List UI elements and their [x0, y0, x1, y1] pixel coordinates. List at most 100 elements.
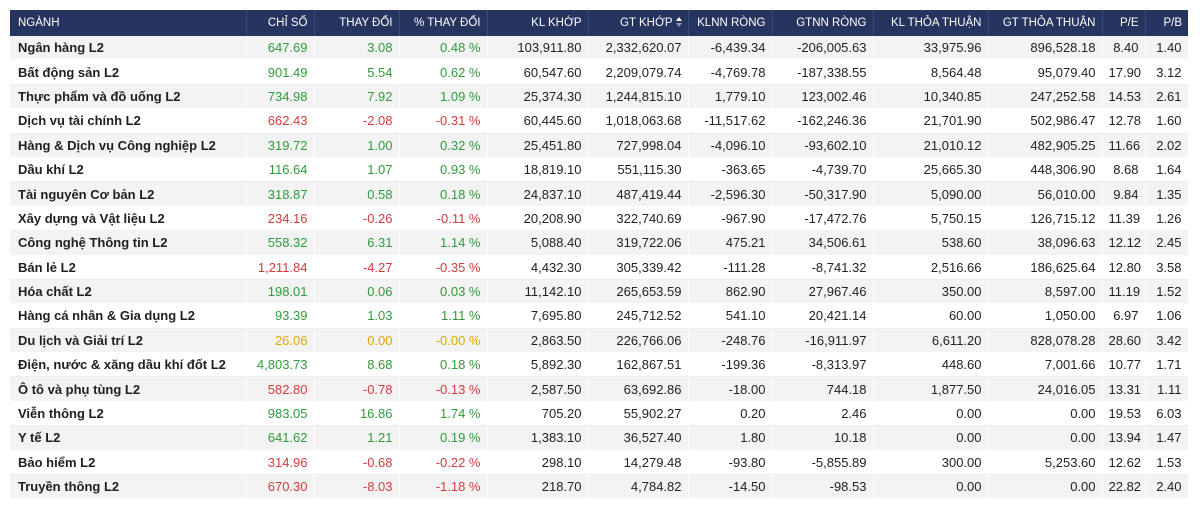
table-row[interactable]: Y tế L2 641.62 1.21 0.19 % 1,383.10 36,527.40…	[10, 425, 1189, 451]
header-kl-thoa-thuan[interactable]: KL THỎA THUẬN	[873, 10, 989, 36]
cell-index: 983.05	[246, 401, 315, 427]
cell-kl-khop: 103,911.80	[487, 36, 589, 61]
table-row[interactable]: Bán lẻ L2 1,211.84 -4.27 -0.35 % 4,432.30 305…	[10, 255, 1189, 280]
cell-klnn-rong: -18.00	[688, 376, 773, 402]
cell-gt-khop: 305,339.42	[588, 255, 689, 280]
cell-change: 8.68	[314, 352, 400, 378]
table-row[interactable]: Dịch vụ tài chính L2 662.43 -2.08 -0.31 % 60…	[10, 108, 1189, 134]
cell-pb: 1.47	[1145, 425, 1189, 451]
table-row[interactable]: Ngân hàng L2 647.69 3.08 0.48 % 103,911.80 2,…	[10, 36, 1189, 61]
header-sector[interactable]: NGÀNH	[10, 10, 247, 36]
cell-gt-thoa-thuan: 24,016.05	[988, 376, 1103, 402]
header-gt-thoa-thuan[interactable]: GT THỎA THUẬN	[988, 10, 1103, 36]
cell-sector[interactable]: Viễn thông L2	[10, 401, 247, 427]
cell-sector[interactable]: Công nghệ Thông tin L2	[10, 230, 247, 256]
table-row[interactable]: Hóa chất L2 198.01 0.06 0.03 % 11,142.10 265,…	[10, 279, 1189, 305]
table-row[interactable]: Truyền thông L2 670.30 -8.03 -1.18 % 218.70 4…	[10, 474, 1189, 500]
header-pb[interactable]: P/B	[1145, 10, 1188, 36]
header-klnn-rong[interactable]: KLNN RÒNG	[688, 10, 773, 36]
cell-kl-thoa-thuan: 21,010.12	[873, 133, 989, 158]
table-row[interactable]: Tài nguyên Cơ bản L2 318.87 0.58 0.18 % 24,8…	[10, 181, 1189, 207]
header-change[interactable]: THAY ĐỔI	[314, 10, 400, 36]
sort-icon[interactable]	[675, 17, 682, 27]
table-row[interactable]: Xây dựng và Vật liệu L2 234.16 -0.26 -0.11 …	[10, 206, 1189, 232]
cell-sector[interactable]: Ngân hàng L2	[10, 36, 247, 61]
table-row[interactable]: Bất động sản L2 901.49 5.54 0.62 % 60,547.60…	[10, 59, 1189, 85]
cell-klnn-rong: -4,769.78	[688, 59, 773, 85]
cell-change: 6.31	[314, 230, 400, 256]
cell-kl-thoa-thuan: 25,665.30	[873, 157, 989, 183]
table-row[interactable]: Công nghệ Thông tin L2 558.32 6.31 1.14 % 5,…	[10, 230, 1189, 256]
cell-pe: 10.77	[1102, 352, 1146, 378]
cell-sector[interactable]: Xây dựng và Vật liệu L2	[10, 206, 247, 232]
cell-pe: 9.84	[1102, 181, 1146, 207]
table-row[interactable]: Hàng & Dịch vụ Công nghiệp L2 319.72 1.00 0…	[10, 133, 1189, 158]
cell-kl-khop: 5,088.40	[487, 230, 589, 256]
cell-pct-change: 1.09 %	[399, 84, 488, 110]
cell-klnn-rong: 541.10	[688, 303, 773, 329]
cell-sector[interactable]: Thực phẩm và đồ uống L2	[10, 84, 247, 110]
cell-sector[interactable]: Bất động sản L2	[10, 59, 247, 85]
cell-kl-khop: 2,863.50	[487, 328, 589, 354]
cell-gtnn-rong: -206,005.63	[772, 36, 874, 61]
cell-pe: 11.39	[1102, 206, 1146, 232]
cell-sector[interactable]: Hàng cá nhân & Gia dụng L2	[10, 303, 247, 329]
cell-pb: 1.06	[1145, 303, 1189, 329]
header-gt-khop[interactable]: GT KHỚP	[588, 10, 689, 36]
header-pct-change[interactable]: % THAY ĐỔI	[399, 10, 488, 36]
cell-gt-khop: 226,766.06	[588, 328, 689, 354]
cell-sector[interactable]: Bán lẻ L2	[10, 255, 247, 280]
cell-pb: 2.45	[1145, 230, 1189, 256]
cell-change: 3.08	[314, 36, 400, 61]
cell-sector[interactable]: Truyền thông L2	[10, 474, 247, 500]
cell-change: 1.07	[314, 157, 400, 183]
table-row[interactable]: Dầu khí L2 116.64 1.07 0.93 % 18,819.10 551,1…	[10, 157, 1189, 183]
header-kl-khop[interactable]: KL KHỚP	[487, 10, 589, 36]
cell-pe: 13.94	[1102, 425, 1146, 451]
cell-kl-khop: 25,451.80	[487, 133, 589, 158]
cell-sector[interactable]: Y tế L2	[10, 425, 247, 451]
cell-sector[interactable]: Hóa chất L2	[10, 279, 247, 305]
table-row[interactable]: Điện, nước & xăng dầu khí đốt L2 4,803.73…	[10, 352, 1189, 378]
cell-gt-thoa-thuan: 482,905.25	[988, 133, 1103, 158]
cell-gtnn-rong: -16,911.97	[772, 328, 874, 354]
table-row[interactable]: Du lịch và Giải trí L2 26.06 0.00 -0.00 % 2,…	[10, 328, 1189, 354]
cell-sector[interactable]: Tài nguyên Cơ bản L2	[10, 181, 247, 207]
cell-pb: 1.11	[1145, 376, 1189, 402]
cell-sector[interactable]: Điện, nước & xăng dầu khí đốt L2	[10, 352, 247, 378]
cell-change: 7.92	[314, 84, 400, 110]
cell-sector[interactable]: Dầu khí L2	[10, 157, 247, 183]
cell-kl-khop: 705.20	[487, 401, 589, 427]
cell-change: -0.26	[314, 206, 400, 232]
cell-gt-thoa-thuan: 5,253.60	[988, 450, 1103, 476]
cell-sector[interactable]: Dịch vụ tài chính L2	[10, 108, 247, 134]
cell-sector[interactable]: Ô tô và phụ tùng L2	[10, 376, 247, 402]
cell-index: 1,211.84	[246, 255, 315, 280]
cell-kl-thoa-thuan: 5,750.15	[873, 206, 989, 232]
cell-gt-thoa-thuan: 828,078.28	[988, 328, 1103, 354]
cell-kl-khop: 7,695.80	[487, 303, 589, 329]
cell-gtnn-rong: -5,855.89	[772, 450, 874, 476]
table-row[interactable]: Bảo hiểm L2 314.96 -0.68 -0.22 % 298.10 14,27…	[10, 450, 1189, 476]
table-row[interactable]: Viễn thông L2 983.05 16.86 1.74 % 705.20 55,9…	[10, 401, 1189, 427]
cell-index: 26.06	[246, 328, 315, 354]
cell-pct-change: 1.11 %	[399, 303, 488, 329]
cell-gtnn-rong: 123,002.46	[772, 84, 874, 110]
cell-index: 198.01	[246, 279, 315, 305]
header-gtnn-rong[interactable]: GTNN RÒNG	[772, 10, 874, 36]
cell-gt-thoa-thuan: 56,010.00	[988, 181, 1103, 207]
cell-pe: 13.31	[1102, 376, 1146, 402]
cell-index: 234.16	[246, 206, 315, 232]
header-index[interactable]: CHỈ SỐ	[246, 10, 315, 36]
cell-sector[interactable]: Hàng & Dịch vụ Công nghiệp L2	[10, 133, 247, 158]
cell-sector[interactable]: Bảo hiểm L2	[10, 450, 247, 476]
cell-pb: 2.40	[1145, 474, 1189, 500]
table-row[interactable]: Ô tô và phụ tùng L2 582.80 -0.78 -0.13 % 2,5…	[10, 376, 1189, 402]
cell-pe: 12.12	[1102, 230, 1146, 256]
table-row[interactable]: Hàng cá nhân & Gia dụng L2 93.39 1.03 1.11 …	[10, 303, 1189, 329]
cell-kl-khop: 60,445.60	[487, 108, 589, 134]
cell-sector[interactable]: Du lịch và Giải trí L2	[10, 328, 247, 354]
cell-pe: 12.62	[1102, 450, 1146, 476]
table-row[interactable]: Thực phẩm và đồ uống L2 734.98 7.92 1.09 % 2…	[10, 84, 1189, 110]
header-pe[interactable]: P/E	[1102, 10, 1146, 36]
